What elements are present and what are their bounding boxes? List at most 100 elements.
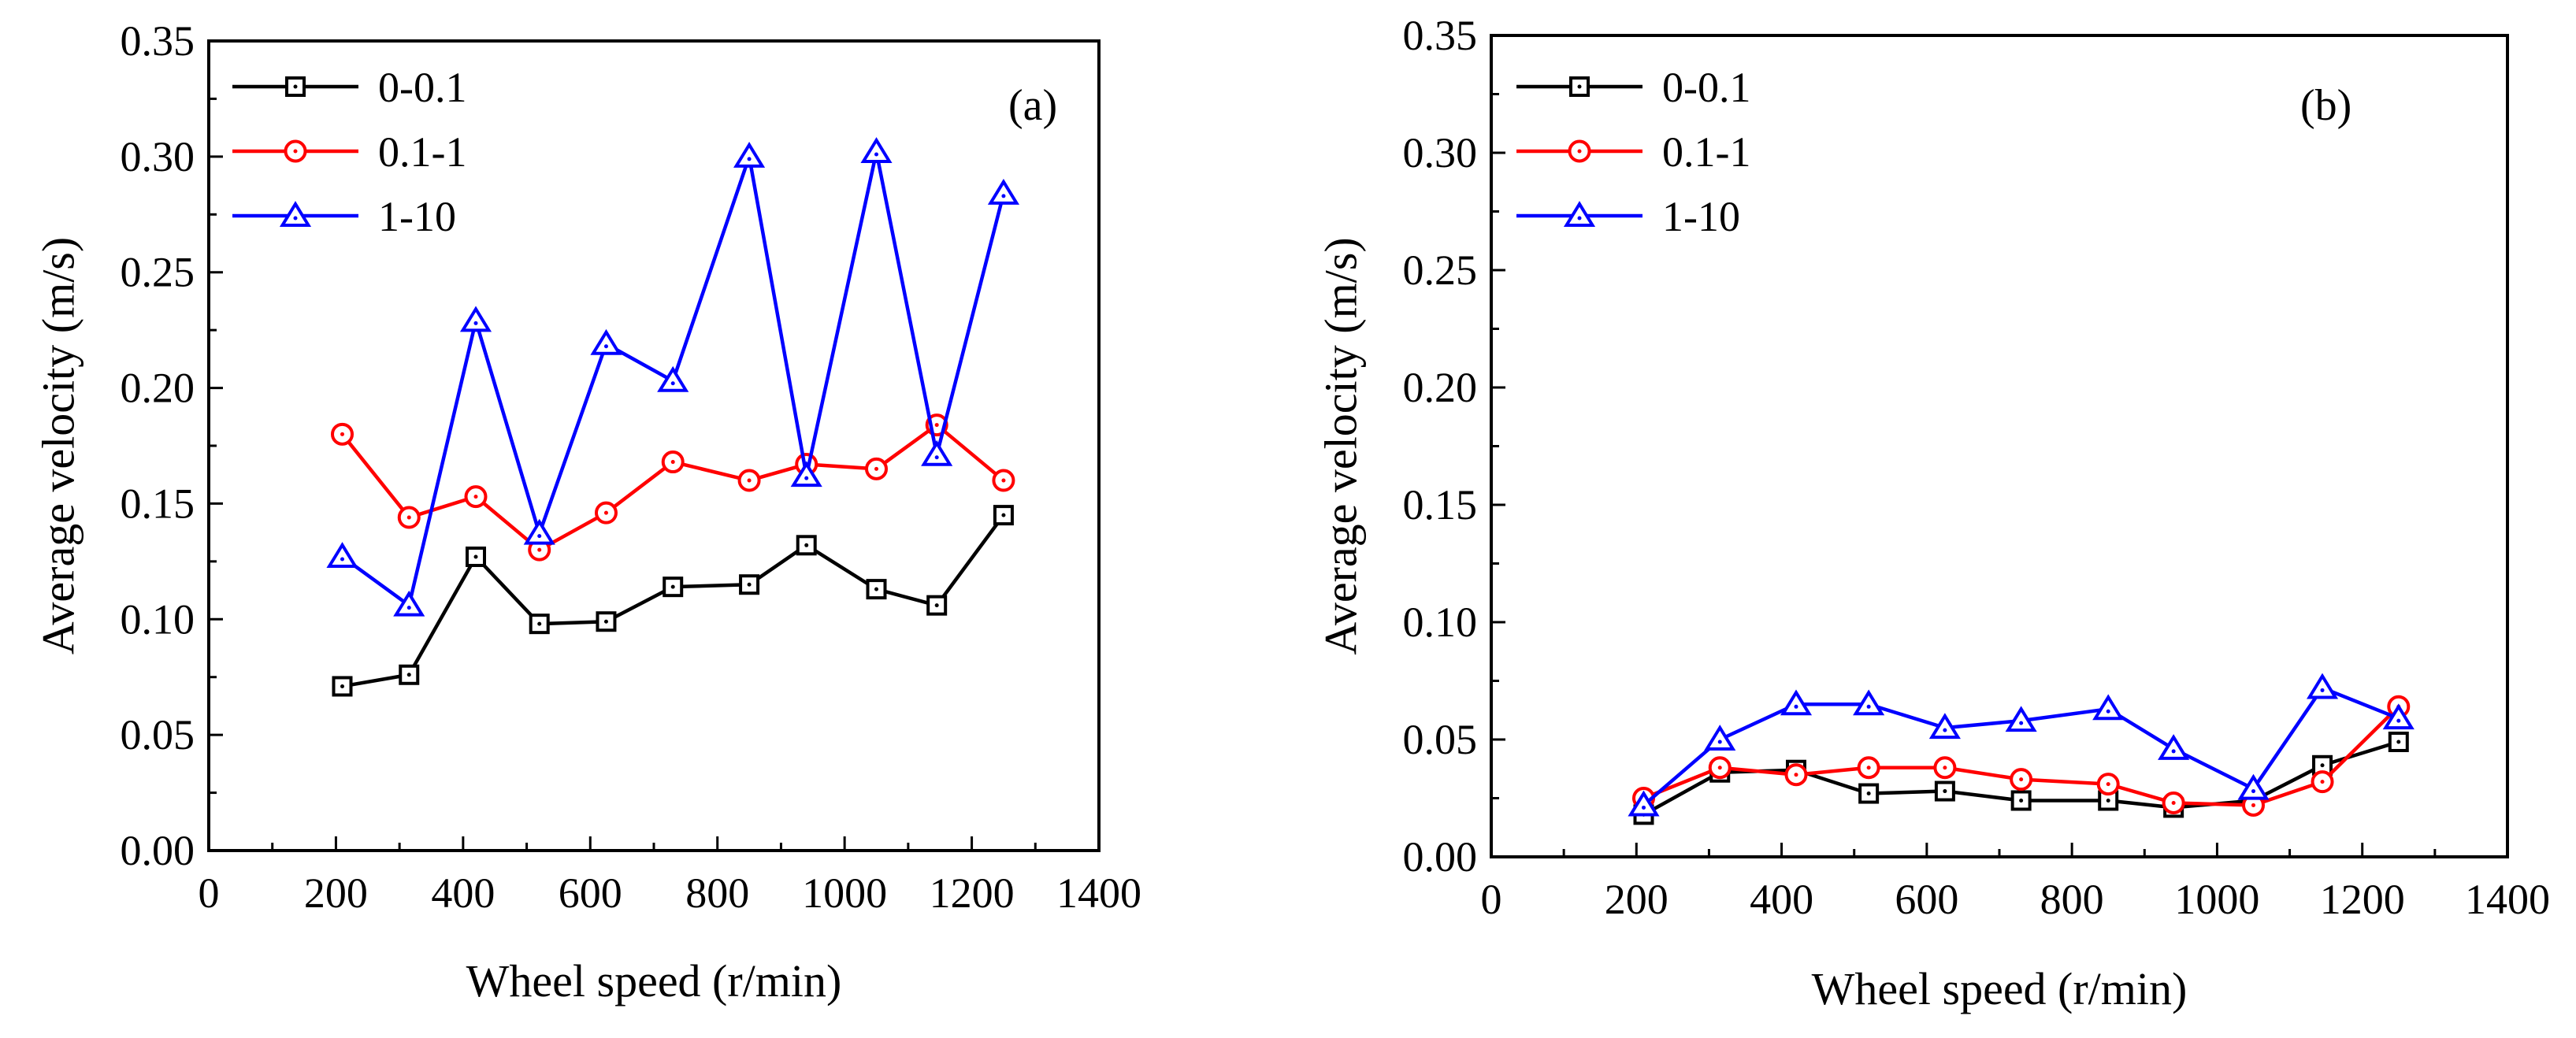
data-point-marker-center	[1866, 791, 1871, 796]
data-point-marker-center	[747, 582, 752, 587]
y-tick-label: 0.35	[1403, 12, 1478, 59]
data-point-marker-center	[406, 515, 411, 520]
data-point-marker-center	[670, 381, 675, 386]
data-point-marker-center	[1866, 766, 1871, 770]
legend-label: 0.1-1	[378, 128, 466, 176]
legend-marker	[279, 201, 312, 227]
data-point-marker-center	[747, 478, 752, 483]
data-point-marker-center	[1717, 766, 1722, 770]
chart-panel-a: 0 200 400 600 800 1000 1200 1400 0.000.050.100.…	[32, 17, 1141, 1006]
data-point-marker-center	[1866, 704, 1871, 709]
x-tick-label: 0	[1481, 876, 1502, 923]
series-1-10	[1628, 673, 2415, 817]
data-point-marker-center	[670, 460, 675, 465]
data-point-marker	[2237, 773, 2270, 800]
y-tick-label: 0.05	[121, 711, 195, 758]
panel-label: (a)	[1008, 81, 1057, 130]
x-axis-title: Wheel speed (r/min)	[1812, 963, 2188, 1014]
legend-label: 0.1-1	[1662, 128, 1750, 176]
x-tick-label: 600	[559, 869, 622, 917]
x-axis-ticks: 0 200 400 600 800 1000 1200 1400	[1481, 843, 2550, 923]
y-tick-label: 0.10	[121, 595, 195, 643]
data-point-marker-center	[1001, 478, 1006, 483]
series-line	[342, 513, 1005, 688]
data-point-marker-center	[2251, 803, 2255, 807]
x-tick-label: 800	[2040, 876, 2104, 923]
x-tick-label: 1000	[802, 869, 887, 917]
legend-marker	[1563, 201, 1596, 227]
legend-marker-center	[1577, 149, 1582, 154]
data-point-marker	[1853, 689, 1885, 716]
data-point-marker-center	[2320, 780, 2325, 784]
legend-marker-center	[293, 149, 298, 154]
data-point-marker-center	[1717, 740, 1722, 744]
x-tick-label: 1400	[2465, 876, 2550, 923]
legend-item: 0-0.1	[1516, 64, 1750, 111]
y-axis-ticks: 0.00 0.05 0.10 0.15 0.20 0.25 0.30 0.35	[121, 17, 223, 874]
x-tick-label: 0	[199, 869, 220, 917]
data-point-marker-center	[2019, 798, 2024, 803]
data-point-marker-center	[603, 619, 608, 624]
data-point-marker-center	[670, 584, 675, 589]
y-tick-label: 0.25	[121, 249, 195, 296]
data-point-marker-center	[406, 606, 411, 610]
data-point-marker-center	[2171, 800, 2176, 805]
data-point-marker	[459, 306, 492, 332]
data-point-marker-center	[603, 344, 608, 349]
data-point-marker-center	[537, 534, 542, 539]
data-point-marker-center	[874, 152, 878, 157]
data-point-marker	[987, 179, 1019, 205]
data-point-marker-center	[1943, 766, 1947, 770]
data-point-marker	[790, 461, 822, 487]
data-point-marker	[921, 439, 953, 466]
legend-item: 0.1-1	[232, 128, 466, 176]
y-tick-label: 0.00	[121, 827, 195, 874]
data-point-marker-center	[537, 547, 542, 552]
data-point-marker	[590, 328, 622, 355]
data-point-marker-center	[934, 423, 939, 428]
data-point-marker-center	[804, 543, 809, 547]
data-point-marker-center	[2320, 688, 2325, 692]
y-tick-label: 0.05	[1403, 716, 1478, 763]
data-point-marker	[1928, 713, 1961, 740]
y-tick-label: 0.20	[121, 365, 195, 412]
data-point-marker	[326, 542, 358, 568]
x-tick-label: 800	[685, 869, 749, 917]
data-point-marker-center	[2320, 763, 2325, 768]
data-point-marker-center	[804, 476, 809, 480]
y-axis-title: Average velocity (m/s)	[32, 237, 84, 654]
y-axis-ticks: 0.00 0.05 0.10 0.15 0.20 0.25 0.30 0.35	[1403, 12, 1505, 880]
data-point-marker-center	[340, 557, 344, 562]
plot-frame	[207, 39, 1101, 852]
legend-label: 0-0.1	[378, 64, 466, 111]
data-point-marker	[523, 518, 555, 545]
data-point-marker-center	[473, 321, 478, 325]
series-1-10	[326, 137, 1019, 617]
x-tick-label: 1000	[2174, 876, 2259, 923]
series-0.1-1	[1632, 695, 2411, 817]
data-point-marker-center	[1943, 728, 1947, 732]
legend-marker-center	[1577, 216, 1582, 221]
data-point-marker-center	[340, 684, 344, 688]
data-point-marker-center	[2171, 749, 2176, 754]
x-tick-label: 200	[1605, 876, 1668, 923]
data-point-marker	[1628, 790, 1660, 817]
data-point-marker-center	[2019, 721, 2024, 725]
data-point-marker-center	[2019, 777, 2024, 782]
legend-item: 0-0.1	[232, 64, 466, 111]
data-point-marker	[1704, 725, 1736, 751]
data-point-marker-center	[1943, 789, 1947, 794]
legend: 0-0.1 0.1-1 1-10	[232, 64, 466, 240]
legend-item: 0.1-1	[1516, 128, 1750, 176]
data-point-marker-center	[934, 603, 939, 608]
y-tick-label: 0.15	[1403, 481, 1478, 528]
y-tick-label: 0.00	[1403, 833, 1478, 880]
panel-label: (b)	[2300, 81, 2351, 130]
data-point-marker-center	[747, 157, 752, 161]
y-tick-label: 0.35	[121, 17, 195, 65]
data-point-marker-center	[874, 466, 878, 471]
x-tick-label: 400	[431, 869, 495, 917]
data-point-marker-center	[1001, 513, 1006, 517]
data-point-marker-center	[537, 621, 542, 626]
